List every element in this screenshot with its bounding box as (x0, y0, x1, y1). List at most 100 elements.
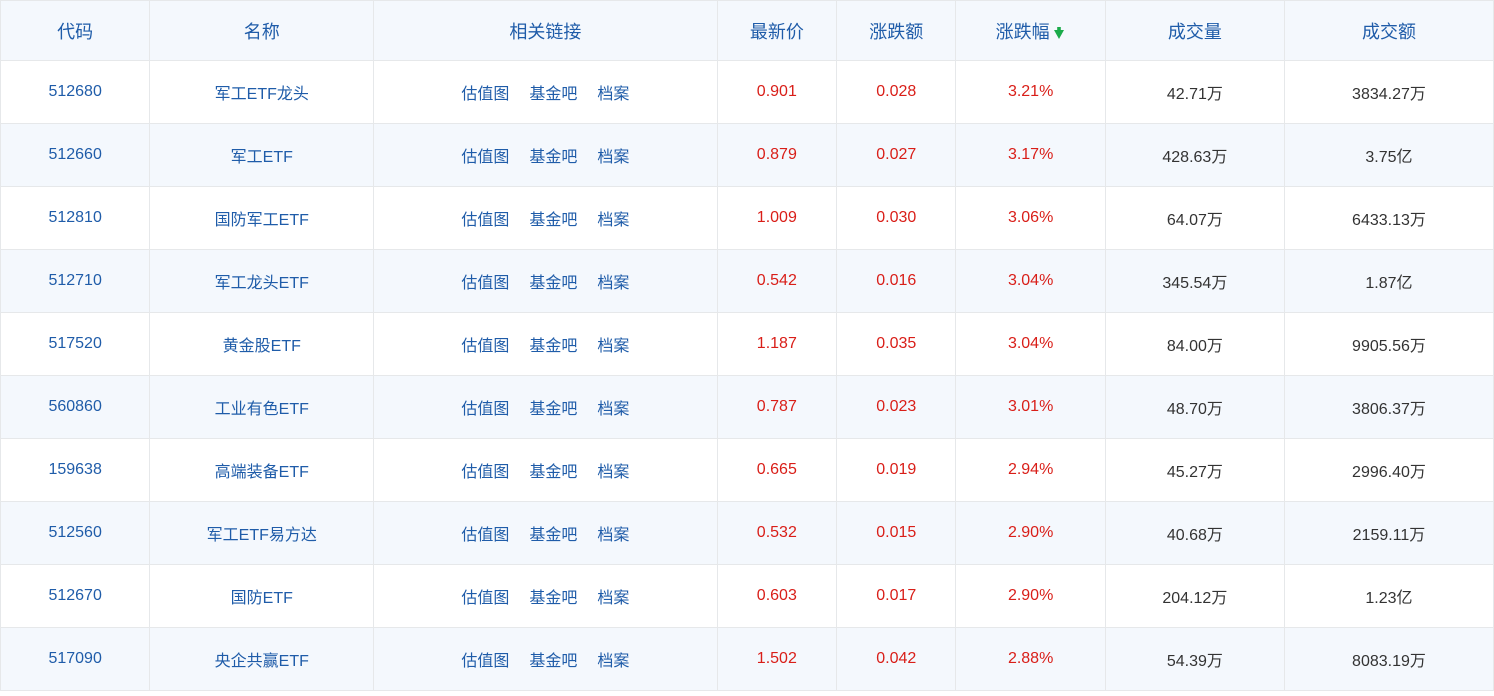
cell-price: 0.665 (717, 439, 836, 502)
link-forum[interactable]: 基金吧 (529, 143, 577, 167)
cell-volume: 42.71万 (1105, 61, 1284, 124)
link-valuation[interactable]: 估值图 (461, 521, 509, 545)
cell-change: 0.028 (837, 61, 956, 124)
cell-turnover: 3.75亿 (1284, 124, 1493, 187)
link-valuation[interactable]: 估值图 (461, 395, 509, 419)
cell-name[interactable]: 军工ETF龙头 (150, 61, 374, 124)
cell-change-pct: 3.01% (956, 376, 1105, 439)
header-code[interactable]: 代码 (1, 1, 150, 61)
link-forum[interactable]: 基金吧 (529, 521, 577, 545)
cell-price: 0.542 (717, 250, 836, 313)
cell-code[interactable]: 159638 (1, 439, 150, 502)
link-forum[interactable]: 基金吧 (529, 647, 577, 671)
header-turnover[interactable]: 成交额 (1284, 1, 1493, 61)
etf-table: 代码 名称 相关链接 最新价 涨跌额 涨跌幅 成交量 成交额 512680军工E… (0, 0, 1494, 691)
cell-links: 估值图基金吧档案 (374, 376, 717, 439)
link-profile[interactable]: 档案 (597, 80, 629, 104)
cell-links: 估值图基金吧档案 (374, 628, 717, 691)
cell-code[interactable]: 517520 (1, 313, 150, 376)
cell-name[interactable]: 军工龙头ETF (150, 250, 374, 313)
cell-code[interactable]: 512660 (1, 124, 150, 187)
cell-code[interactable]: 560860 (1, 376, 150, 439)
cell-price: 0.901 (717, 61, 836, 124)
header-row: 代码 名称 相关链接 最新价 涨跌额 涨跌幅 成交量 成交额 (1, 1, 1494, 61)
link-forum[interactable]: 基金吧 (529, 80, 577, 104)
header-change[interactable]: 涨跌额 (837, 1, 956, 61)
link-valuation[interactable]: 估值图 (461, 143, 509, 167)
cell-name[interactable]: 国防军工ETF (150, 187, 374, 250)
link-profile[interactable]: 档案 (597, 206, 629, 230)
cell-name[interactable]: 军工ETF易方达 (150, 502, 374, 565)
cell-change: 0.017 (837, 565, 956, 628)
link-profile[interactable]: 档案 (597, 143, 629, 167)
header-volume[interactable]: 成交量 (1105, 1, 1284, 61)
cell-code[interactable]: 517090 (1, 628, 150, 691)
cell-volume: 204.12万 (1105, 565, 1284, 628)
cell-price: 1.009 (717, 187, 836, 250)
cell-name[interactable]: 国防ETF (150, 565, 374, 628)
link-profile[interactable]: 档案 (597, 647, 629, 671)
link-valuation[interactable]: 估值图 (461, 269, 509, 293)
link-forum[interactable]: 基金吧 (529, 269, 577, 293)
link-valuation[interactable]: 估值图 (461, 584, 509, 608)
cell-turnover: 3834.27万 (1284, 61, 1493, 124)
cell-turnover: 1.87亿 (1284, 250, 1493, 313)
cell-links: 估值图基金吧档案 (374, 61, 717, 124)
link-valuation[interactable]: 估值图 (461, 458, 509, 482)
cell-code[interactable]: 512680 (1, 61, 150, 124)
link-forum[interactable]: 基金吧 (529, 332, 577, 356)
cell-code[interactable]: 512810 (1, 187, 150, 250)
cell-volume: 40.68万 (1105, 502, 1284, 565)
header-change-pct[interactable]: 涨跌幅 (956, 1, 1105, 61)
table-row: 159638高端装备ETF估值图基金吧档案0.6650.0192.94%45.2… (1, 439, 1494, 502)
cell-name[interactable]: 军工ETF (150, 124, 374, 187)
cell-name[interactable]: 央企共赢ETF (150, 628, 374, 691)
cell-turnover: 3806.37万 (1284, 376, 1493, 439)
cell-turnover: 9905.56万 (1284, 313, 1493, 376)
header-price[interactable]: 最新价 (717, 1, 836, 61)
table-row: 512660军工ETF估值图基金吧档案0.8790.0273.17%428.63… (1, 124, 1494, 187)
table-row: 517520黄金股ETF估值图基金吧档案1.1870.0353.04%84.00… (1, 313, 1494, 376)
link-forum[interactable]: 基金吧 (529, 395, 577, 419)
link-forum[interactable]: 基金吧 (529, 584, 577, 608)
header-name[interactable]: 名称 (150, 1, 374, 61)
table-row: 512560军工ETF易方达估值图基金吧档案0.5320.0152.90%40.… (1, 502, 1494, 565)
cell-price: 0.787 (717, 376, 836, 439)
table-row: 560860工业有色ETF估值图基金吧档案0.7870.0233.01%48.7… (1, 376, 1494, 439)
link-profile[interactable]: 档案 (597, 332, 629, 356)
cell-volume: 48.70万 (1105, 376, 1284, 439)
cell-name[interactable]: 黄金股ETF (150, 313, 374, 376)
cell-turnover: 6433.13万 (1284, 187, 1493, 250)
table-row: 512810国防军工ETF估值图基金吧档案1.0090.0303.06%64.0… (1, 187, 1494, 250)
cell-change: 0.019 (837, 439, 956, 502)
cell-code[interactable]: 512670 (1, 565, 150, 628)
cell-links: 估值图基金吧档案 (374, 187, 717, 250)
link-valuation[interactable]: 估值图 (461, 206, 509, 230)
link-profile[interactable]: 档案 (597, 395, 629, 419)
cell-volume: 54.39万 (1105, 628, 1284, 691)
cell-volume: 64.07万 (1105, 187, 1284, 250)
cell-change-pct: 2.94% (956, 439, 1105, 502)
link-valuation[interactable]: 估值图 (461, 80, 509, 104)
link-forum[interactable]: 基金吧 (529, 206, 577, 230)
link-profile[interactable]: 档案 (597, 584, 629, 608)
cell-change: 0.015 (837, 502, 956, 565)
cell-name[interactable]: 高端装备ETF (150, 439, 374, 502)
cell-code[interactable]: 512710 (1, 250, 150, 313)
cell-change: 0.042 (837, 628, 956, 691)
cell-turnover: 2996.40万 (1284, 439, 1493, 502)
table-row: 512670国防ETF估值图基金吧档案0.6030.0172.90%204.12… (1, 565, 1494, 628)
cell-code[interactable]: 512560 (1, 502, 150, 565)
link-valuation[interactable]: 估值图 (461, 647, 509, 671)
link-profile[interactable]: 档案 (597, 269, 629, 293)
cell-change-pct: 2.90% (956, 565, 1105, 628)
link-valuation[interactable]: 估值图 (461, 332, 509, 356)
link-profile[interactable]: 档案 (597, 458, 629, 482)
cell-name[interactable]: 工业有色ETF (150, 376, 374, 439)
link-forum[interactable]: 基金吧 (529, 458, 577, 482)
link-profile[interactable]: 档案 (597, 521, 629, 545)
cell-price: 0.532 (717, 502, 836, 565)
table-row: 512680军工ETF龙头估值图基金吧档案0.9010.0283.21%42.7… (1, 61, 1494, 124)
cell-volume: 345.54万 (1105, 250, 1284, 313)
cell-change-pct: 2.88% (956, 628, 1105, 691)
